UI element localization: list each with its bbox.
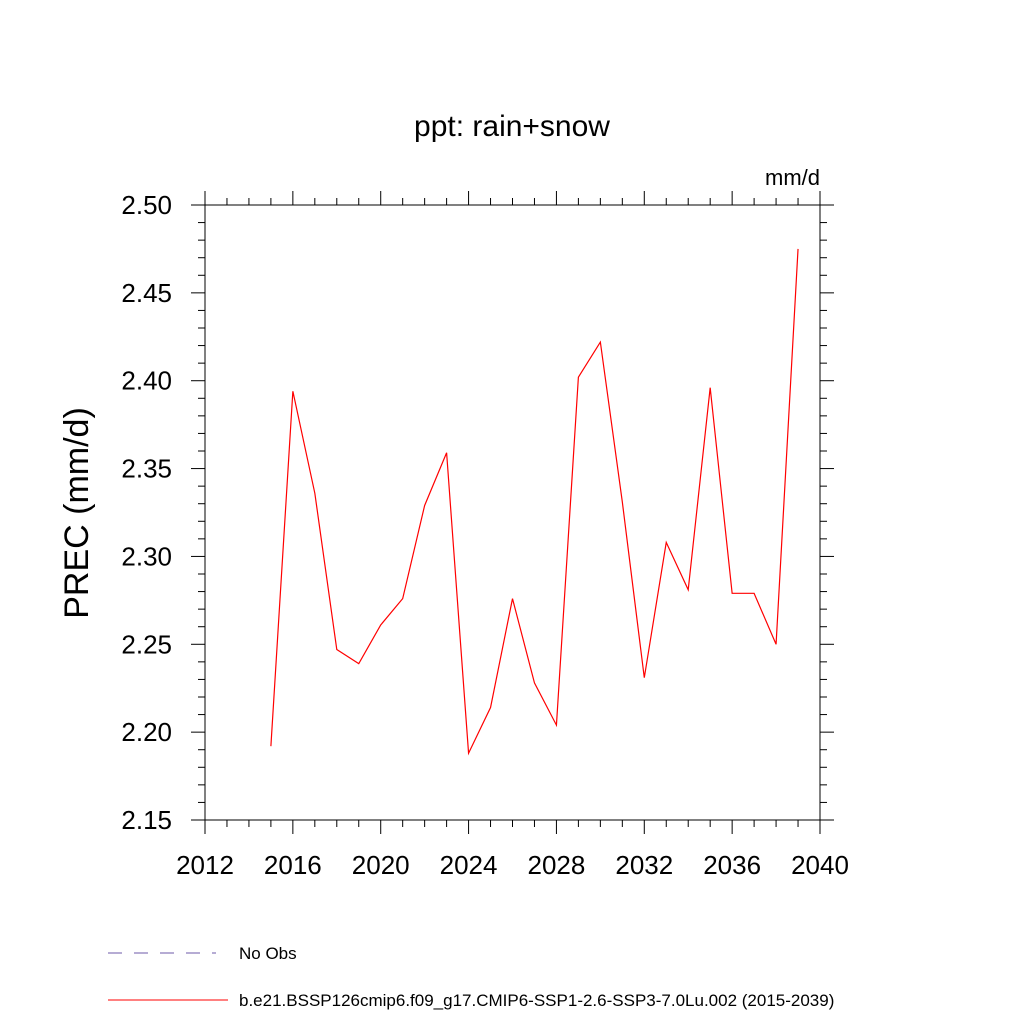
data-point bbox=[797, 248, 798, 249]
data-point bbox=[424, 505, 425, 506]
y-tick-label: 2.45 bbox=[121, 278, 172, 308]
y-tick-label: 2.20 bbox=[121, 717, 172, 747]
plot-frame bbox=[204, 204, 821, 821]
chart-title: ppt: rain+snow bbox=[414, 110, 610, 143]
data-point bbox=[775, 644, 776, 645]
x-tick-label: 2012 bbox=[176, 850, 234, 880]
data-point bbox=[292, 391, 293, 392]
y-tick-label: 2.40 bbox=[121, 366, 172, 396]
data-point bbox=[754, 593, 755, 594]
y-axis-label: PREC (mm/d) bbox=[58, 407, 96, 619]
x-tick-label: 2016 bbox=[264, 850, 322, 880]
data-point bbox=[666, 542, 667, 543]
y-tick-label: 2.30 bbox=[121, 541, 172, 571]
data-point bbox=[358, 663, 359, 664]
x-tick-label: 2028 bbox=[528, 850, 586, 880]
data-series bbox=[270, 248, 799, 756]
y-tick-label: 2.15 bbox=[121, 805, 172, 835]
data-point bbox=[446, 452, 447, 453]
x-tick-label: 2024 bbox=[440, 850, 498, 880]
data-point bbox=[600, 341, 601, 342]
data-point bbox=[578, 377, 579, 378]
x-tick-label: 2036 bbox=[703, 850, 761, 880]
data-point bbox=[490, 707, 491, 708]
x-tick-label: 2032 bbox=[615, 850, 673, 880]
data-point bbox=[688, 589, 689, 590]
data-point bbox=[644, 677, 645, 678]
y-tick-label: 2.25 bbox=[121, 629, 172, 659]
data-point bbox=[622, 501, 623, 502]
data-point bbox=[512, 598, 513, 599]
legend: No Obs b.e21.BSSP126cmip6.f09_g17.CMIP6-S… bbox=[108, 944, 834, 1010]
data-point bbox=[534, 682, 535, 683]
series-line bbox=[270, 248, 799, 756]
data-point bbox=[336, 649, 337, 650]
data-point bbox=[556, 725, 557, 726]
legend-label: No Obs bbox=[239, 944, 297, 963]
data-point bbox=[270, 746, 271, 747]
data-point bbox=[710, 387, 711, 388]
x-tick-label: 2020 bbox=[352, 850, 410, 880]
data-point bbox=[402, 598, 403, 599]
x-tick-label: 2040 bbox=[791, 850, 849, 880]
axis-ticks: 2012 2016 2020 2024 2028 2032 2036 2040 2.15 2.20… bbox=[121, 190, 849, 880]
data-point bbox=[468, 753, 469, 754]
data-point bbox=[732, 593, 733, 594]
units-label: mm/d bbox=[765, 165, 820, 190]
y-tick-label: 2.35 bbox=[121, 454, 172, 484]
data-point bbox=[314, 493, 315, 494]
legend-label: b.e21.BSSP126cmip6.f09_g17.CMIP6-SSP1-2.… bbox=[239, 991, 834, 1010]
data-point bbox=[380, 624, 381, 625]
y-tick-label: 2.50 bbox=[121, 190, 172, 220]
